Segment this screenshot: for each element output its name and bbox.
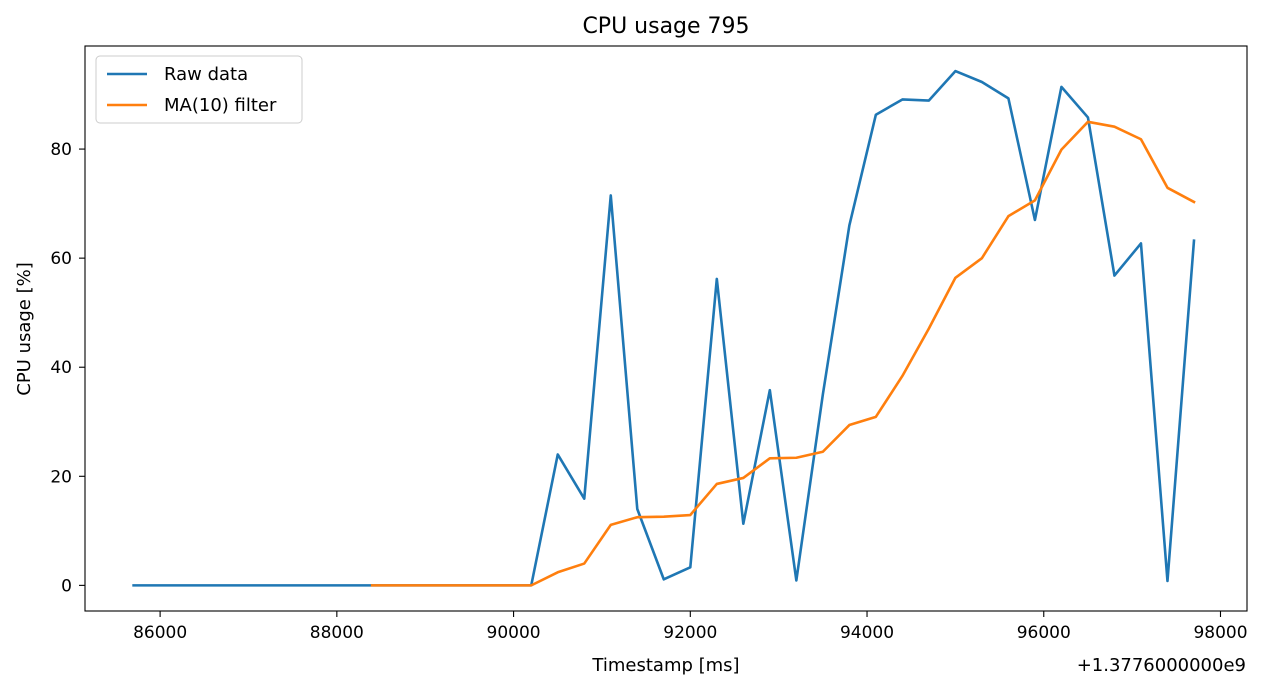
plot-frame — [84, 45, 1248, 612]
legend-label-1: Raw data — [164, 64, 248, 85]
axes-layer: 86000 88000 90000 92000 94000 96000 98000 0 20 40… — [50, 45, 1248, 643]
legend-box — [95, 55, 303, 124]
x-axis-offset-label: +1.3776000000e9 — [1077, 655, 1246, 676]
x-tick-label: 86000 — [133, 623, 187, 643]
y-axis-label: CPU usage [%] — [14, 262, 35, 396]
x-tick-label: 90000 — [487, 623, 541, 643]
y-tick-label: 20 — [50, 467, 72, 487]
x-tick-label: 94000 — [840, 623, 894, 643]
chart-title: CPU usage 795 — [582, 14, 749, 39]
series-line-1 — [132, 69, 1196, 587]
x-tick-label: 96000 — [1017, 623, 1071, 643]
series-layer — [132, 69, 1196, 587]
x-tick-label: 98000 — [1193, 623, 1247, 643]
y-tick-label: 60 — [50, 249, 72, 269]
x-axis-label: Timestamp [ms] — [591, 655, 739, 676]
legend-label-2: MA(10) filter — [164, 95, 277, 116]
legend: Raw data MA(10) filter — [95, 55, 303, 124]
x-tick-label: 92000 — [663, 623, 717, 643]
y-tick-label: 80 — [50, 140, 72, 160]
y-tick-label: 0 — [61, 576, 72, 596]
y-tick-label: 40 — [50, 358, 72, 378]
x-tick-label: 88000 — [310, 623, 364, 643]
series-line-2 — [370, 120, 1196, 587]
